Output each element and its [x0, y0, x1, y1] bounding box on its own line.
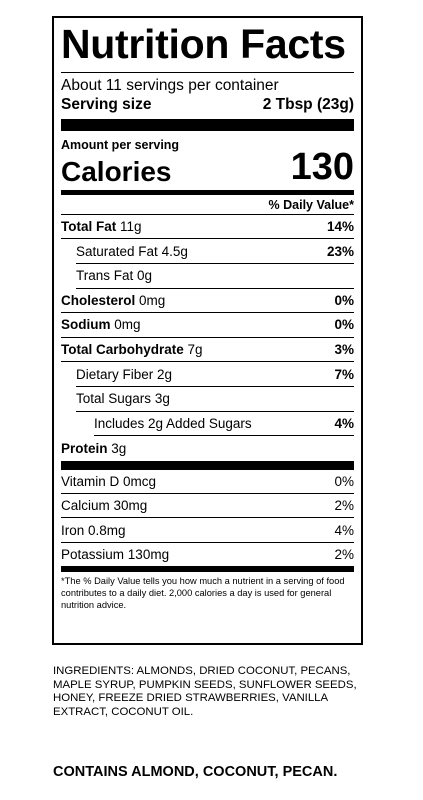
nutrient-amount: 11g: [120, 219, 142, 235]
nutrient-row-cholesterol: Cholesterol 0mg 0%: [61, 289, 354, 314]
vitamin-row-potassium: Potassium 130mg 2%: [61, 543, 354, 568]
thick-divider: [61, 460, 354, 470]
nutrient-name: Protein: [61, 440, 108, 456]
vitamin-name: Vitamin D: [61, 473, 120, 489]
nutrient-row-dietary-fiber: Dietary Fiber 2g 7%: [76, 362, 354, 387]
nutrient-amount: 3g: [111, 440, 127, 456]
calories-value: 130: [290, 145, 354, 188]
nutrient-amount: 4.5g: [161, 243, 188, 259]
vitamin-dv: 0%: [334, 473, 354, 489]
vitamin-amount: 130mg: [127, 547, 170, 563]
vitamin-name: Potassium: [61, 547, 125, 563]
medium-divider: [61, 189, 354, 195]
nutrient-row-total-fat: Total Fat 11g 14%: [61, 215, 354, 240]
nutrient-row-added-sugars: Includes 2g Added Sugars 4%: [94, 412, 354, 437]
ingredients-text: INGREDIENTS: ALMONDS, DRIED COCONUT, PEC…: [53, 665, 357, 719]
nutrient-name: Saturated Fat: [76, 243, 158, 259]
vitamin-dv: 2%: [334, 547, 354, 563]
nutrient-name: Total Fat: [61, 219, 117, 235]
nutrient-name: Includes 2g Added Sugars: [94, 415, 252, 431]
nutrient-amount: 2g: [157, 366, 173, 382]
nutrient-row-trans-fat: Trans Fat 0g: [76, 264, 354, 289]
nutrient-amount: 0mg: [114, 317, 141, 333]
nutrient-row-protein: Protein 3g: [61, 436, 354, 461]
vitamin-dv: 4%: [334, 522, 354, 538]
serving-size-label: Serving size: [61, 96, 152, 114]
allergen-statement: CONTAINS ALMOND, COCONUT, PECAN.: [53, 764, 338, 780]
nutrient-amount: 7g: [187, 342, 203, 358]
nutrient-name: Total Carbohydrate: [61, 342, 184, 358]
vitamin-row-iron: Iron 0.8mg 4%: [61, 518, 354, 543]
amount-per-serving: Amount per serving: [61, 137, 180, 152]
nutrient-dv: 7%: [334, 366, 354, 382]
serving-size-value: 2 Tbsp (23g): [262, 96, 354, 114]
vitamin-amount: 30mg: [113, 498, 148, 514]
nutrient-dv: 23%: [326, 243, 354, 259]
nutrient-row-total-sugars: Total Sugars 3g: [76, 387, 354, 412]
medium-divider: [61, 567, 354, 573]
nutrient-row-saturated-fat: Saturated Fat 4.5g 23%: [76, 239, 354, 264]
nutrient-dv: 14%: [326, 219, 354, 235]
vitamin-amount: 0.8mg: [88, 522, 126, 538]
nutrient-amount: 0g: [137, 268, 153, 284]
nutrient-name: Sodium: [61, 317, 111, 333]
nutrient-dv: 3%: [334, 342, 354, 358]
calories-label: Calories: [61, 155, 172, 187]
nutrient-amount: 3g: [154, 391, 170, 407]
calories-row: Calories 130: [61, 148, 354, 186]
nutrient-name: Trans Fat: [76, 268, 134, 284]
vitamin-name: Iron: [61, 522, 85, 538]
nutrient-name: Cholesterol: [61, 292, 136, 308]
nutrient-dv: 0%: [334, 317, 354, 333]
nutrient-row-sodium: Sodium 0mg 0%: [61, 313, 354, 338]
vitamin-name: Calcium: [61, 498, 110, 514]
vitamin-dv: 2%: [334, 498, 354, 514]
thick-divider: [61, 118, 354, 131]
servings-per-container: About 11 servings per container: [61, 77, 279, 94]
divider: [61, 72, 354, 73]
daily-value-header: % Daily Value*: [61, 195, 354, 215]
daily-value-footnote: *The % Daily Value tells you how much a …: [61, 576, 345, 611]
nutrition-facts-label: Nutrition Facts About 11 servings per co…: [52, 16, 363, 645]
nutrient-amount: 0mg: [139, 292, 166, 308]
nutrient-row-total-carbohydrate: Total Carbohydrate 7g 3%: [61, 338, 354, 363]
nutrient-name: Dietary Fiber: [76, 366, 154, 382]
nutrient-dv: 4%: [334, 415, 354, 431]
serving-size-row: Serving size 2 Tbsp (23g): [61, 95, 354, 114]
vitamin-row-calcium: Calcium 30mg 2%: [61, 494, 354, 519]
vitamin-row-vitamin-d: Vitamin D 0mcg 0%: [61, 470, 354, 495]
nutrient-name: Total Sugars: [76, 391, 152, 407]
nutrient-dv: 0%: [334, 292, 354, 308]
label-title: Nutrition Facts: [61, 21, 346, 67]
vitamin-amount: 0mcg: [123, 473, 157, 489]
